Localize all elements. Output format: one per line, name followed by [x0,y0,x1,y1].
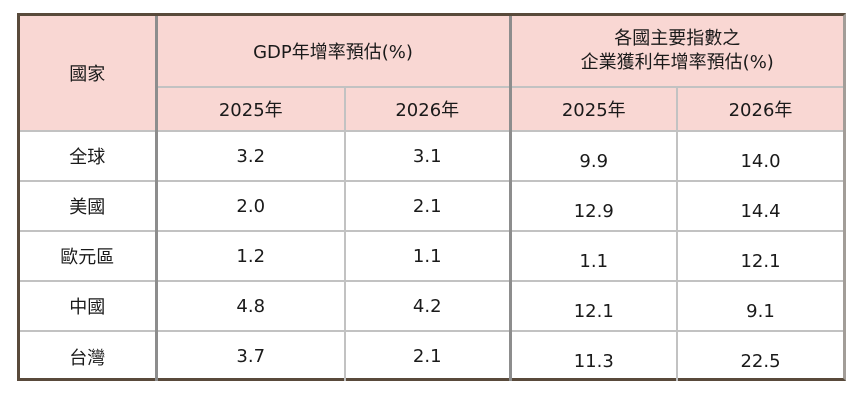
idx-2025-cell: 12.9 [508,180,678,232]
idx-2026-cell: 9.1 [676,280,843,332]
header-gdp-year-2025: 2025年 [154,86,346,132]
idx-2025-cell: 11.3 [508,330,678,381]
gdp-2026-cell: 2.1 [344,180,511,232]
gdp-2025-cell: 1.2 [154,230,346,282]
gdp-2026-cell: 4.2 [344,280,511,332]
idx-2025-cell: 1.1 [508,230,678,282]
country-cell: 全球 [20,130,157,182]
country-cell: 美國 [20,180,157,232]
gdp-2026-cell: 1.1 [344,230,511,282]
header-gdp-group: GDP年增率預估(%) [154,16,511,88]
country-cell: 中國 [20,280,157,332]
table-row: 歐元區 1.2 1.1 1.1 12.1 [20,230,843,282]
header-index-group-line1: 各國主要指數之 [614,27,741,49]
header-index-group-line2: 企業獲利年增率預估(%) [580,52,774,73]
country-cell: 台灣 [20,330,157,381]
header-idx-year-2025: 2025年 [508,86,678,132]
gdp-2025-cell: 3.7 [154,330,346,381]
idx-2026-cell: 14.0 [676,130,843,182]
forecast-table-frame: 國家 GDP年增率預估(%) 各國主要指數之 企業獲利年增率預估(%) 2025… [17,13,846,381]
idx-2025-cell: 9.9 [508,130,678,182]
table-row: 全球 3.2 3.1 9.9 14.0 [20,130,843,182]
table-row: 台灣 3.7 2.1 11.3 22.5 [20,330,843,381]
gdp-2026-cell: 2.1 [344,330,511,381]
forecast-table: 國家 GDP年增率預估(%) 各國主要指數之 企業獲利年增率預估(%) 2025… [20,16,843,381]
gdp-2025-cell: 4.8 [154,280,346,332]
idx-2025-cell: 12.1 [508,280,678,332]
table-row: 中國 4.8 4.2 12.1 9.1 [20,280,843,332]
header-country: 國家 [20,16,157,132]
gdp-2026-cell: 3.1 [344,130,511,182]
header-idx-year-2026: 2026年 [676,86,843,132]
idx-2026-cell: 12.1 [676,230,843,282]
gdp-2025-cell: 3.2 [154,130,346,182]
table-row: 美國 2.0 2.1 12.9 14.4 [20,180,843,232]
idx-2026-cell: 14.4 [676,180,843,232]
country-cell: 歐元區 [20,230,157,282]
header-gdp-year-2026: 2026年 [344,86,511,132]
idx-2026-cell: 22.5 [676,330,843,381]
header-index-group: 各國主要指數之 企業獲利年增率預估(%) [508,16,843,88]
gdp-2025-cell: 2.0 [154,180,346,232]
